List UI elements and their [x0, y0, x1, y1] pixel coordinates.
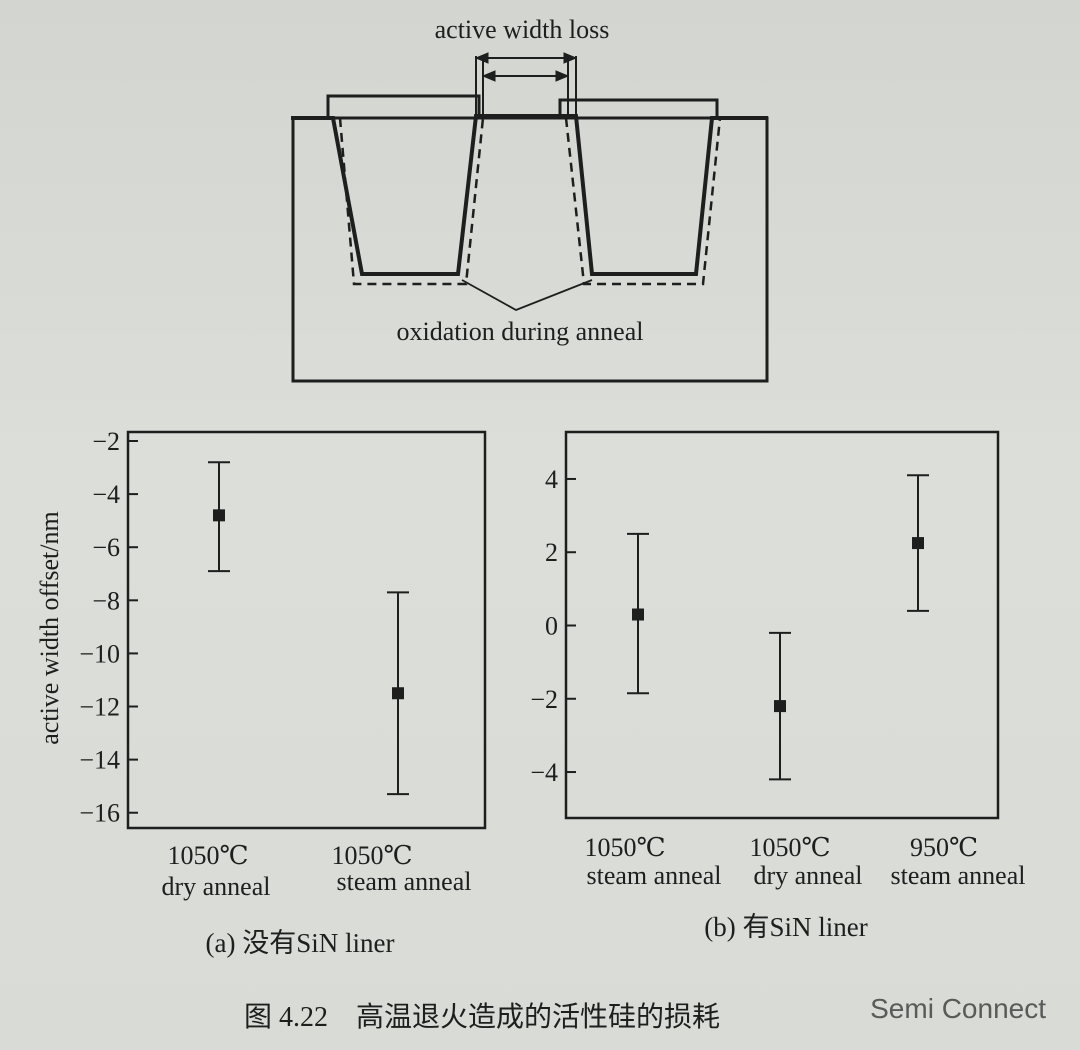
x-tick-b-1-line1: 1050℃: [749, 833, 830, 862]
arrowhead: [474, 52, 489, 64]
arrowhead: [481, 70, 496, 82]
chart-a: −2 −4 −6 −8 −10 −12 −14 −16 active width offset…: [35, 427, 487, 958]
y-axis-label-a: active width offset/nm: [35, 511, 64, 744]
leader-line: [461, 279, 593, 311]
data-point: [208, 461, 230, 573]
x-tick-b-1-line2: dry anneal: [753, 861, 862, 890]
y-tick-label: −2: [530, 685, 558, 714]
schematic-top-label: active width loss: [435, 15, 610, 44]
trench-profile-solid: [291, 114, 768, 276]
y-tick-label: −2: [92, 427, 120, 456]
x-tick-b-2-line1: 950℃: [910, 833, 978, 862]
series-b: [627, 474, 929, 781]
arrowhead: [555, 70, 570, 82]
data-point: [769, 631, 791, 781]
data-point: [387, 591, 409, 796]
data-point: [907, 474, 929, 612]
watermark-text: Semi Connect: [870, 993, 1046, 1024]
y-tick-label: 0: [545, 612, 558, 641]
y-tick-label: −8: [92, 586, 120, 615]
series-a: [208, 461, 409, 796]
x-tick-a-1-line2: steam anneal: [337, 867, 472, 896]
x-tick-a-0-line1: 1050℃: [167, 841, 248, 870]
data-marker: [774, 700, 786, 713]
y-tick-label: −12: [79, 693, 120, 722]
plot-frame-b: [564, 430, 1000, 820]
trench-profile-dashed: [564, 117, 722, 286]
x-tick-a-0-line2: dry anneal: [161, 872, 270, 901]
y-tick-label: −4: [530, 758, 558, 787]
mask-layer-right: [558, 98, 719, 118]
trench-profile-dashed: [338, 117, 485, 286]
y-axis-a: −2 −4 −6 −8 −10 −12 −14 −16: [79, 427, 138, 828]
x-tick-b-2-line2: steam anneal: [891, 861, 1026, 890]
chart-b: 4 2 0 −2 −4 1050℃ steam anneal 1050℃ dry ann…: [530, 430, 1026, 942]
y-axis-b: 4 2 0 −2 −4: [530, 465, 576, 787]
y-tick-label: −10: [79, 639, 120, 668]
figure-caption: 图 4.22 高温退火造成的活性硅的损耗: [244, 1001, 720, 1033]
data-marker: [912, 537, 924, 550]
mask-layer-left: [326, 94, 481, 118]
x-tick-b-0-line2: steam anneal: [587, 861, 722, 890]
plot-frame-a: [126, 430, 487, 830]
x-tick-a-1-line1: 1050℃: [331, 841, 412, 870]
y-tick-label: −16: [79, 799, 120, 828]
data-marker: [392, 687, 404, 700]
y-tick-label: −4: [92, 480, 120, 509]
y-tick-label: 4: [545, 465, 558, 494]
schematic-bottom-label: oxidation during anneal: [397, 317, 644, 346]
caption-b: (b) 有SiN liner: [704, 912, 867, 942]
x-tick-b-0-line1: 1050℃: [584, 833, 665, 862]
data-marker: [632, 608, 644, 621]
y-tick-label: −6: [92, 533, 120, 562]
y-tick-label: −14: [79, 746, 120, 775]
y-tick-label: 2: [545, 538, 558, 567]
arrowhead: [563, 52, 578, 64]
caption-a: (a) 没有SiN liner: [206, 928, 395, 958]
data-point: [627, 532, 649, 695]
data-marker: [213, 509, 225, 522]
trench-schematic: [291, 52, 769, 383]
